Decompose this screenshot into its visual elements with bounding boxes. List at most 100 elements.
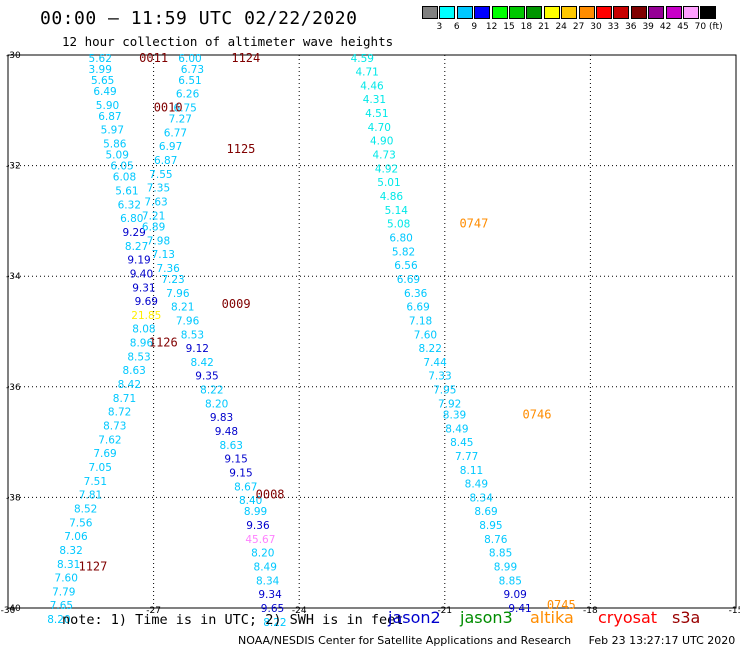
x-tick-label: -27 [146, 606, 161, 616]
colorbar-swatch [683, 6, 699, 19]
swh-point: 7.23 [161, 274, 184, 286]
swh-point: 8.08 [132, 324, 155, 336]
swh-point: 7.81 [79, 490, 102, 502]
swh-point: 5.65 [91, 75, 114, 87]
pass-time-label: 0746 [523, 407, 552, 421]
swh-point: 8.76 [484, 534, 508, 546]
chart-subtitle: 12 hour collection of altimeter wave hei… [62, 34, 394, 49]
x-tick-label: -15 [729, 606, 740, 616]
swh-point: 4.59 [351, 53, 374, 65]
swh-point: 8.20 [205, 398, 228, 410]
swh-point: 9.41 [508, 603, 531, 615]
pass-time-label: 1126 [149, 336, 178, 350]
swh-point: 8.85 [499, 575, 522, 587]
colorbar-label: 39 [642, 22, 654, 32]
swh-point: 8.85 [489, 548, 512, 560]
swh-point: 7.36 [156, 263, 180, 275]
colorbar-label: 15 [503, 22, 515, 32]
colorbar-unit-label: (ft) [709, 22, 723, 32]
x-tick-label: -24 [292, 606, 307, 616]
colorbar-swatch [561, 6, 578, 19]
footer-credit: NOAA/NESDIS Center for Satellite Applica… [238, 634, 736, 647]
swh-point: 8.34 [470, 492, 494, 504]
swh-point: 6.97 [159, 141, 182, 153]
swh-point: 5.62 [89, 53, 112, 65]
swh-point: 4.71 [355, 67, 378, 79]
swh-point: 8.53 [181, 329, 204, 341]
x-tick-label: -18 [583, 606, 598, 616]
swh-point: 8.73 [103, 421, 126, 433]
y-tick-label: -30 [6, 51, 21, 61]
swh-point: 9.83 [210, 412, 233, 424]
swh-point: 8.63 [220, 440, 243, 452]
swh-point: 7.33 [428, 371, 451, 383]
colorbar-label: 21 [538, 22, 550, 32]
x-tick-label: -30 [1, 606, 16, 616]
swh-point: 9.19 [127, 255, 150, 267]
swh-point: 6.87 [98, 111, 121, 123]
colorbar-swatch [578, 6, 595, 19]
y-tick-label: -36 [6, 383, 21, 393]
swh-point: 6.80 [120, 213, 143, 225]
swh-point: 7.56 [69, 517, 93, 529]
swh-point: 5.61 [115, 185, 138, 197]
swh-point: 8.11 [460, 465, 483, 477]
swh-point: 8.95 [479, 520, 502, 532]
swh-point: 7.96 [176, 315, 200, 327]
swh-point: 6.05 [110, 161, 133, 173]
colorbar-swatch [491, 6, 508, 19]
swh-point: 8.67 [234, 481, 257, 493]
colorbar-swatch [509, 6, 525, 19]
swh-point: 8.32 [59, 545, 82, 557]
swh-point: 9.09 [503, 589, 526, 601]
colorbar-label: 24 [555, 22, 567, 32]
swh-point: 6.26 [176, 89, 200, 101]
swh-point: 9.31 [132, 282, 155, 294]
swh-point: 9.48 [215, 426, 238, 438]
swh-point: 8.71 [113, 393, 136, 405]
colorbar-swatch [596, 6, 612, 19]
satellite-jason3-label: jason3 [460, 608, 513, 627]
swh-point: 9.35 [195, 371, 218, 383]
colorbar-label: 6 [453, 22, 460, 32]
colorbar-swatch [474, 6, 491, 19]
satellite-s3a-label: s3a [672, 608, 701, 627]
swh-point: 7.92 [438, 398, 461, 410]
swh-point: 7.06 [64, 531, 88, 543]
swh-point: 8.20 [251, 548, 274, 560]
colorbar-label: 3 [436, 22, 443, 32]
colorbar-label: 27 [572, 22, 585, 32]
y-tick-label: -38 [6, 493, 21, 503]
swh-point: 7.35 [147, 183, 170, 195]
swh-point: 9.15 [229, 468, 252, 480]
swh-point: 6.08 [113, 172, 136, 184]
swh-point: 8.69 [474, 506, 497, 518]
y-tick-label: -34 [6, 272, 21, 282]
swh-point: 9.12 [186, 343, 209, 355]
swh-point: 6.73 [181, 64, 204, 76]
swh-point: 7.95 [433, 385, 456, 397]
swh-point: 7.05 [89, 462, 112, 474]
swh-point: 8.22 [419, 343, 442, 355]
swh-point: 7.27 [169, 114, 192, 126]
swh-point: 8.40 [239, 495, 262, 507]
swh-point: 8.22 [200, 385, 223, 397]
swh-point: 7.18 [409, 315, 432, 327]
swh-point: 7.79 [52, 586, 75, 598]
swh-point: 8.96 [130, 338, 154, 350]
swh-point: 6.56 [394, 260, 418, 272]
colorbar-label: 9 [471, 22, 478, 32]
swh-point: 7.63 [144, 197, 167, 209]
swh-point: 8.63 [122, 365, 145, 377]
swh-point: 5.90 [96, 100, 119, 112]
swh-point: 4.70 [368, 122, 391, 134]
colorbar-swatch [648, 6, 665, 19]
swh-point: 9.29 [122, 227, 145, 239]
swh-point: 8.53 [127, 351, 150, 363]
colorbar-swatch [700, 6, 717, 19]
colorbar-swatch [439, 6, 456, 19]
swh-point: 6.80 [389, 232, 412, 244]
swh-point: 7.60 [55, 573, 78, 585]
satellite-jason2-label: jason2 [388, 608, 441, 627]
